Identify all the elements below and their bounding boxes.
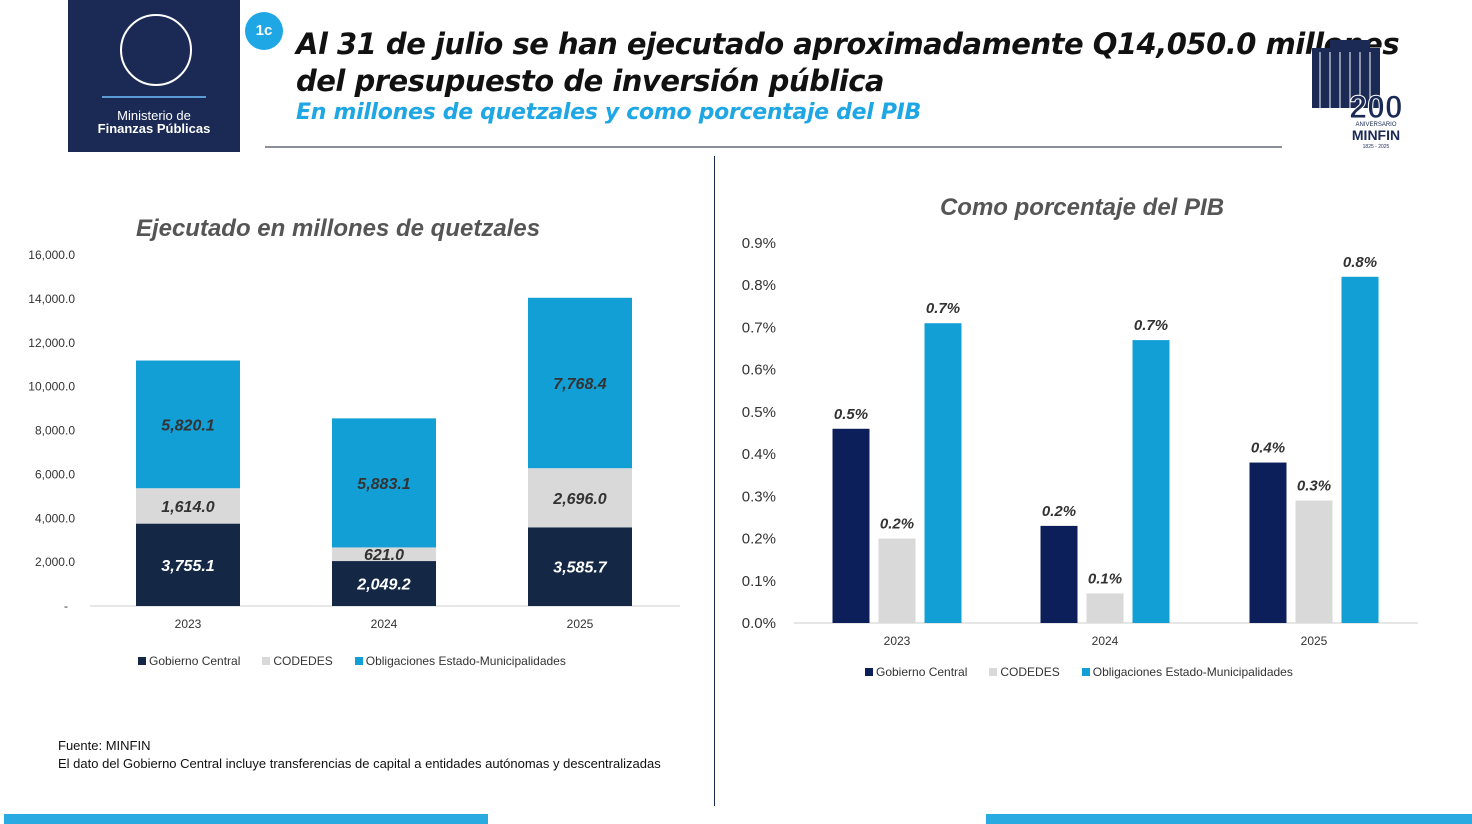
legend-item: Gobierno Central: [138, 654, 240, 668]
y-tick-label: 0.3%: [742, 488, 776, 505]
y-tick-label: 0.7%: [742, 319, 776, 336]
y-tick-label: 12,000.0: [28, 336, 75, 350]
y-tick-label: 0.8%: [742, 277, 776, 294]
chart-title: Como porcentaje del PIB: [940, 194, 1224, 221]
svg-text:MINFIN: MINFIN: [1352, 127, 1400, 143]
x-tick-label: 2025: [1301, 634, 1328, 648]
bar-gobierno: [332, 561, 436, 606]
bar-gobierno: [528, 527, 632, 606]
svg-text:200: 200: [1349, 89, 1402, 125]
logo-line2: Finanzas Públicas: [97, 121, 211, 136]
svg-text:ANIVERSARIO: ANIVERSARIO: [1355, 122, 1396, 128]
building-icon: 200 ANIVERSARIO MINFIN 1825 - 2025: [1312, 40, 1403, 150]
bar-gobierno: [136, 523, 240, 606]
page-title: Al 31 de julio se han ejecutado aproxima…: [296, 26, 1400, 100]
bottom-bar-left: [4, 814, 488, 824]
y-tick-label: 0.1%: [742, 573, 776, 590]
chart-pib: Como porcentaje del PIB 0.0% 0.1% 0.2% 0.3% 0…: [742, 194, 1418, 648]
bar-obligaciones: [924, 323, 962, 623]
header-divider: [265, 146, 1282, 148]
x-tick-label: 2024: [1092, 634, 1119, 648]
bar-codedes: [1295, 500, 1333, 623]
bar-codedes: [878, 538, 916, 623]
data-label: 0.5%: [834, 406, 868, 423]
y-tick-label: 2,000.0: [35, 555, 75, 569]
legend-left: Gobierno Central CODEDES Obligaciones Es…: [138, 654, 566, 668]
coat-of-arms-seal: [120, 14, 192, 86]
y-tick-label: 8,000.0: [35, 424, 75, 438]
y-tick-label: 0.5%: [742, 404, 776, 421]
x-tick-label: 2023: [884, 634, 911, 648]
bar-obligaciones: [1341, 276, 1379, 623]
data-label: 7,768.4: [553, 376, 606, 393]
y-tick-label: 0.6%: [742, 362, 776, 379]
footer-note: El dato del Gobierno Central incluye tra…: [58, 756, 661, 771]
data-label: 0.3%: [1297, 478, 1331, 495]
footer-source: Fuente: MINFIN: [58, 738, 151, 753]
data-label: 1,614.0: [161, 499, 214, 516]
chart-millones: Ejecutado en millones de quetzales - 2,000…: [28, 215, 680, 631]
page-subtitle: En millones de quetzales y como porcenta…: [296, 100, 922, 125]
bar-obligaciones: [1132, 340, 1170, 623]
bar-codedes: [136, 488, 240, 524]
data-label: 2,696.0: [552, 491, 606, 508]
y-tick-label: 14,000.0: [28, 292, 75, 306]
legend-item: Obligaciones Estado-Municipalidades: [354, 654, 566, 668]
data-label: 621.0: [364, 547, 404, 564]
data-label: 0.7%: [1134, 317, 1168, 334]
y-tick-label: 0.2%: [742, 531, 776, 548]
title-line1: Al 31 de julio se han ejecutado aproxima…: [296, 27, 1400, 61]
bar-codedes: [528, 468, 632, 528]
y-tick-label: 16,000.0: [28, 248, 75, 262]
y-tick-label: -: [64, 599, 68, 613]
bar-obligaciones: [332, 418, 436, 548]
bar-obligaciones: [136, 360, 240, 489]
bar-codedes: [1086, 593, 1124, 623]
data-label: 0.2%: [880, 516, 914, 533]
bar-gobierno: [832, 428, 870, 623]
data-label: 0.7%: [926, 300, 960, 317]
minfin-200-logo: 200 ANIVERSARIO MINFIN 1825 - 2025: [1310, 38, 1414, 150]
slide-badge: 1c: [245, 12, 283, 50]
bar-codedes: [332, 547, 436, 562]
x-tick-label: 2023: [175, 617, 202, 631]
y-tick-label: 0.4%: [742, 446, 776, 463]
data-label: 3,585.7: [553, 560, 607, 577]
bar-gobierno: [1249, 462, 1287, 623]
logo-divider: [102, 96, 206, 98]
panel-divider: [714, 156, 715, 806]
data-label: 0.2%: [1042, 503, 1076, 520]
legend-right: Gobierno Central CODEDES Obligaciones Es…: [865, 665, 1293, 679]
data-label: 0.4%: [1251, 440, 1285, 457]
logo-line1: Ministerio de: [117, 108, 191, 123]
data-label: 5,883.1: [357, 476, 410, 493]
data-label: 3,755.1: [161, 558, 214, 575]
legend-item: CODEDES: [262, 654, 333, 668]
data-label: 0.1%: [1088, 570, 1122, 587]
legend-item: Gobierno Central: [865, 665, 967, 679]
legend-item: CODEDES: [989, 665, 1060, 679]
legend-item: Obligaciones Estado-Municipalidades: [1081, 665, 1293, 679]
chart-title: Ejecutado en millones de quetzales: [136, 215, 540, 242]
ministry-logo: Ministerio de Finanzas Públicas: [68, 0, 240, 152]
data-label: 2,049.2: [356, 577, 410, 594]
y-tick-label: 0.0%: [742, 615, 776, 632]
y-tick-label: 10,000.0: [28, 380, 75, 394]
data-label: 0.8%: [1343, 254, 1377, 271]
svg-text:1825 - 2025: 1825 - 2025: [1363, 144, 1390, 150]
x-tick-label: 2024: [371, 617, 398, 631]
bar-gobierno: [1040, 525, 1078, 623]
title-line2: del presupuesto de inversión pública: [296, 64, 884, 98]
y-tick-label: 4,000.0: [35, 511, 75, 525]
x-tick-label: 2025: [567, 617, 594, 631]
bottom-bar-right: [986, 814, 1472, 824]
y-tick-label: 6,000.0: [35, 467, 75, 481]
bar-obligaciones: [528, 297, 632, 469]
y-tick-label: 0.9%: [742, 235, 776, 252]
data-label: 5,820.1: [161, 417, 214, 434]
